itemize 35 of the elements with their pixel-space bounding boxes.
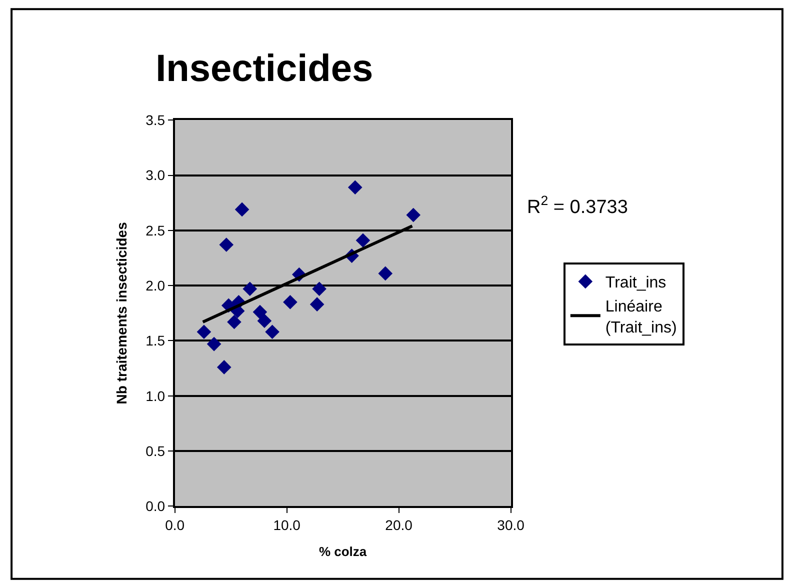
y-tick-label: 2.0 <box>146 277 166 294</box>
point <box>234 202 250 217</box>
point <box>348 180 362 195</box>
point <box>283 294 298 310</box>
y-tick-label: 0.5 <box>146 442 166 459</box>
y-tick-label: 3.0 <box>146 167 166 184</box>
y-tick-label: 2.5 <box>146 222 166 238</box>
x-tick-label: 30.0 <box>497 517 525 534</box>
y-axis-title: Nb traitements insecticides <box>114 222 130 404</box>
point <box>406 208 421 222</box>
point <box>312 282 326 296</box>
y-tick-label: 1.5 <box>146 332 166 349</box>
x-tick-label: 10.0 <box>273 517 301 534</box>
point <box>378 266 393 281</box>
x-axis-title: % colza <box>318 544 368 560</box>
x-tick-label: 0.0 <box>165 517 185 534</box>
y-tick-label: 3.5 <box>146 112 166 128</box>
point <box>242 282 258 296</box>
point <box>310 297 324 312</box>
y-tick-label: 0.0 <box>146 498 166 514</box>
point <box>227 314 242 330</box>
x-tick-label: 20.0 <box>385 517 413 534</box>
chart-title: Insecticides <box>156 48 374 90</box>
y-tick-label: 1.0 <box>146 388 166 404</box>
point <box>265 324 280 340</box>
legend-label: Trait_ins <box>605 274 666 292</box>
text: R$^{2}$ = 0.3733 <box>527 193 628 218</box>
point <box>196 324 212 340</box>
point <box>257 314 272 328</box>
point <box>216 360 232 374</box>
legend-label: Linéaire (Trait_ins) <box>605 298 677 336</box>
point <box>356 233 370 248</box>
point <box>206 336 222 352</box>
point <box>219 238 234 252</box>
point <box>252 304 268 320</box>
